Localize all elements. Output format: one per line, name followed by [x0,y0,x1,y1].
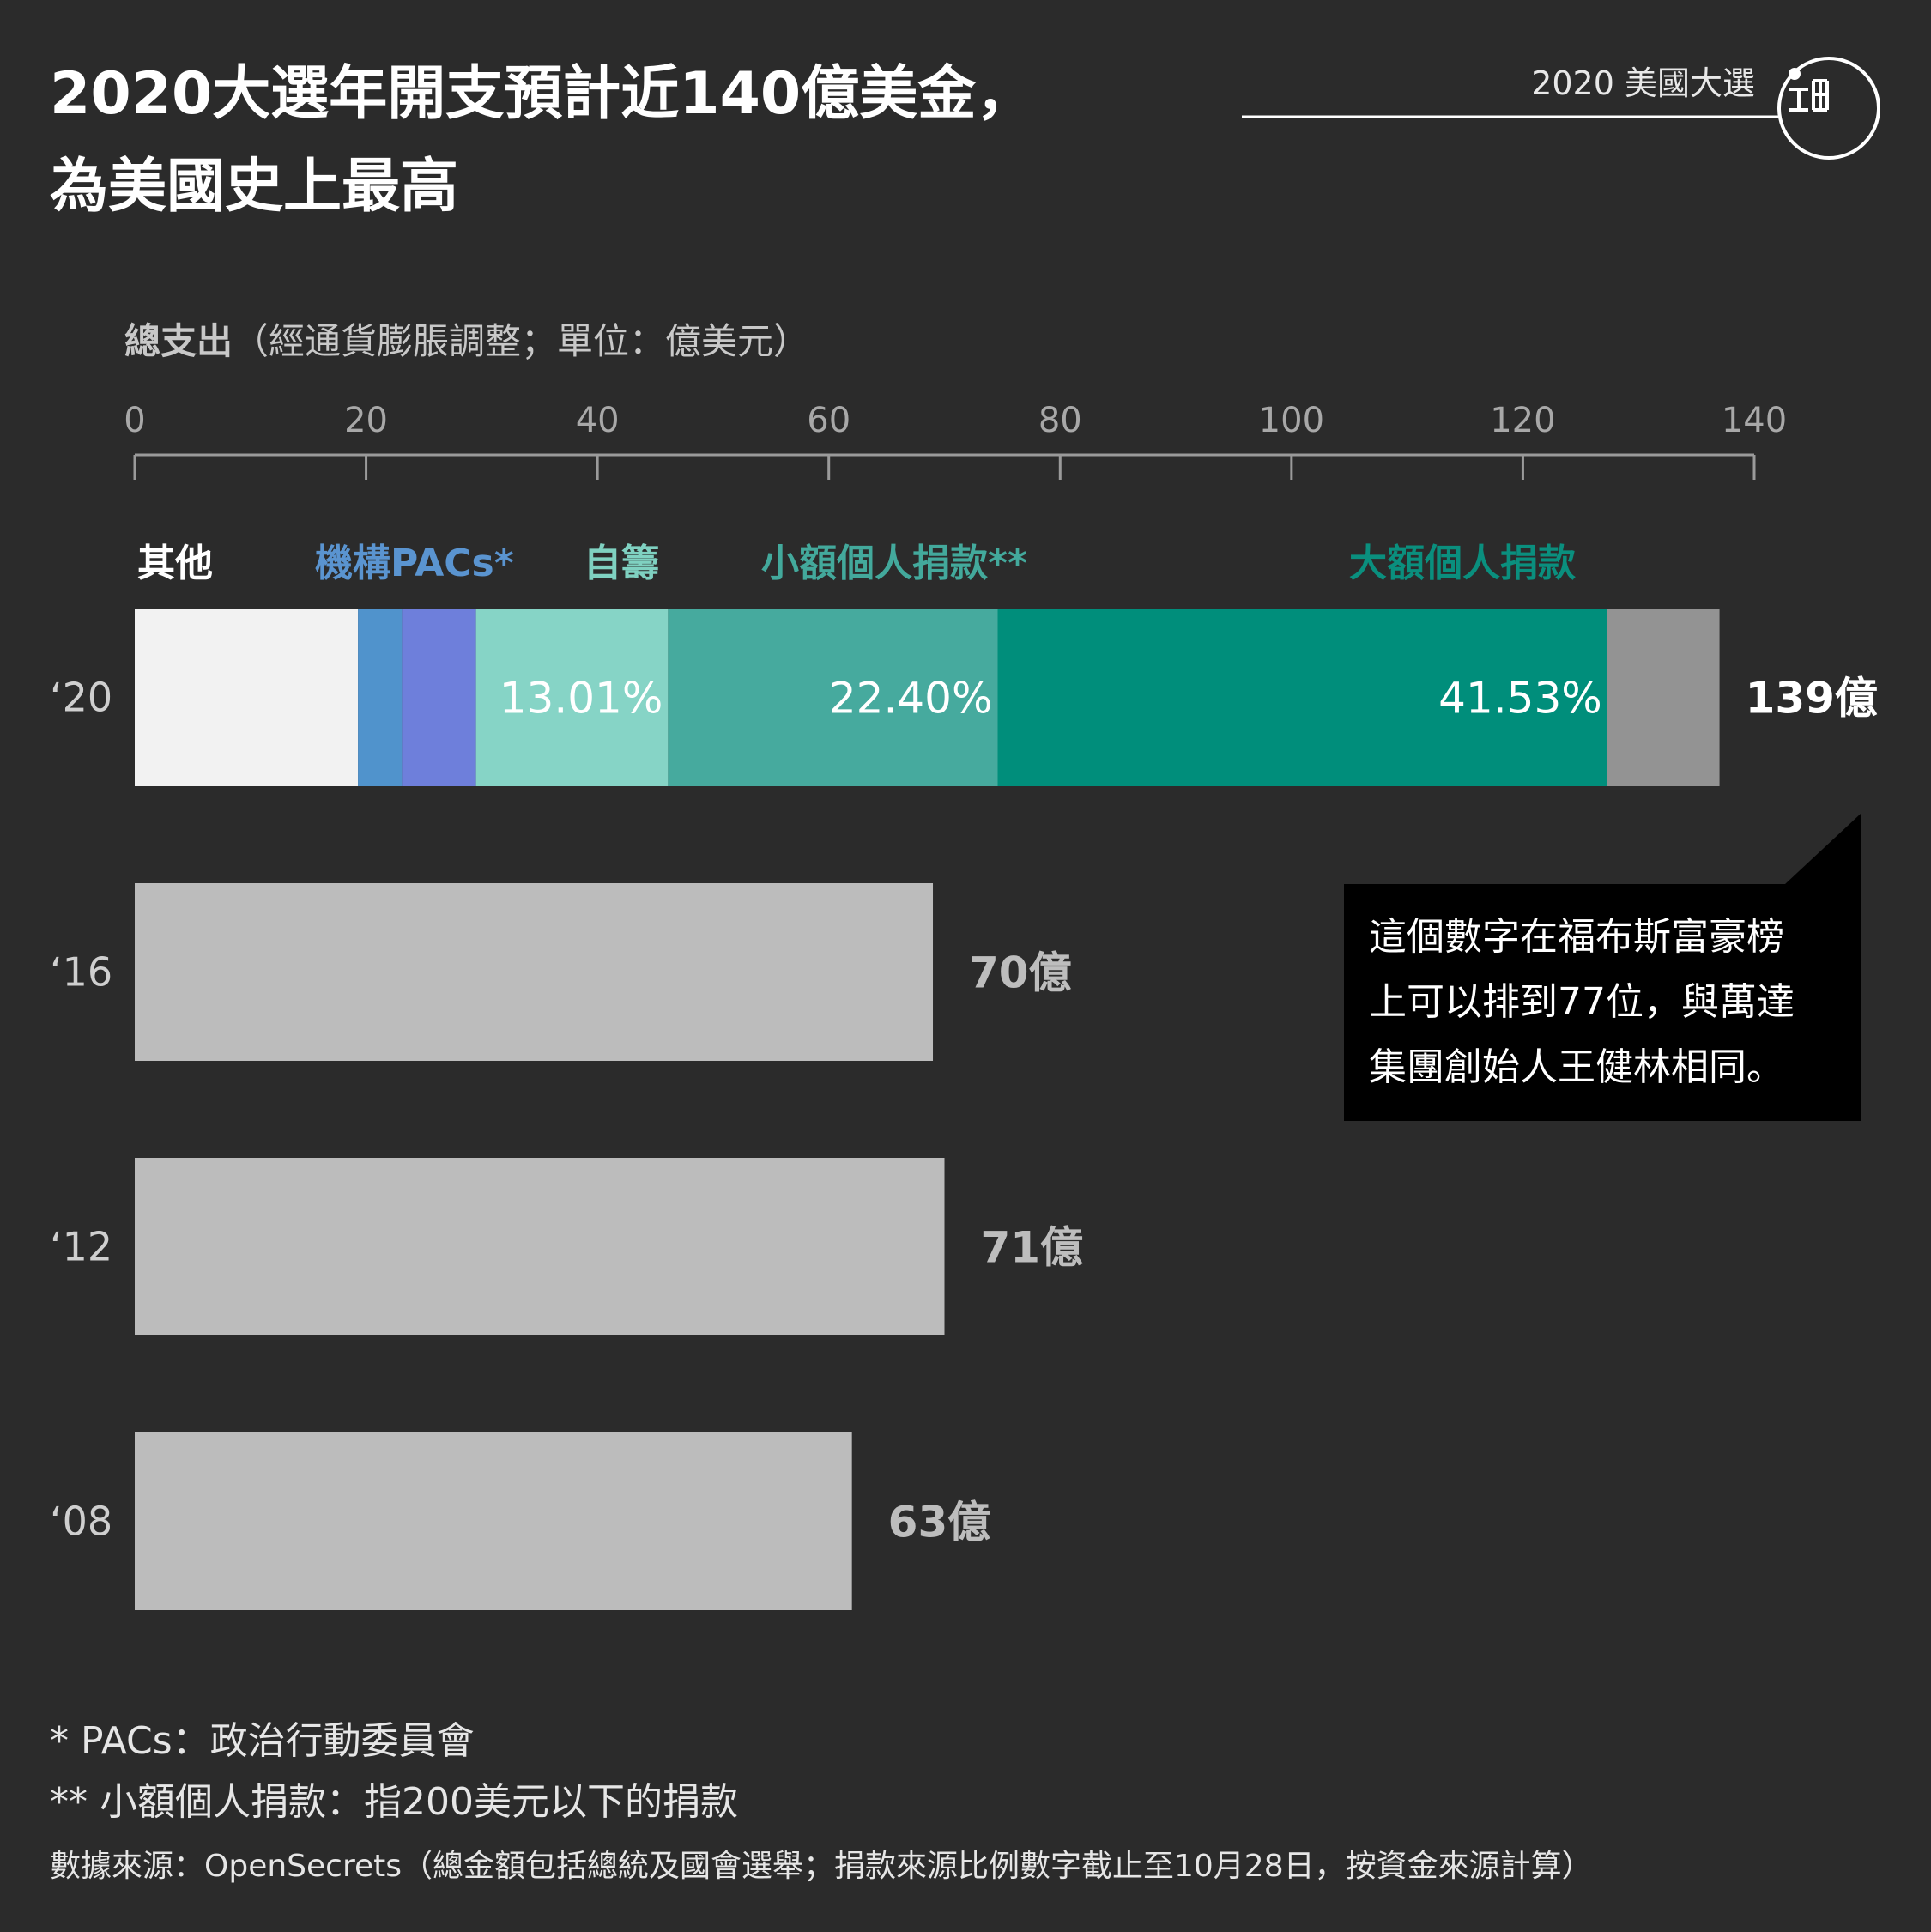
segment-legend-4: 小額個人捐款** [761,542,1027,585]
segment-legend-3: 自籌 [584,542,659,585]
source-note: 數據來源：OpenSecrets（總金額包括總統及國會選舉；捐款來源比例數字截止… [50,1849,1593,1884]
total-label-1: 70億 [969,948,1072,998]
bar-2020-pct-5: 41.53% [1438,674,1602,724]
bar-2020-segment-1 [358,609,403,786]
segment-legend-5: 大額個人捐款 [1349,542,1576,585]
bar-2020-segment-3 [475,609,669,786]
annotation-line-2: 上可以排到77位，與萬達 [1369,980,1795,1024]
annotation-box [1344,814,1861,1121]
bar-1 [135,883,934,1061]
segment-legend-0: 其他 [137,542,213,585]
x-tick-label-120: 120 [1490,401,1555,440]
bar-2020-segment-4 [668,609,998,786]
footnote-small-donations: ** 小額個人捐款：指200美元以下的捐款 [50,1780,738,1824]
title-line-2: 為美國史上最高 [50,153,458,221]
footnotes: * PACs：政治行動委員會 ** 小額個人捐款：指200美元以下的捐款 數據來… [50,1719,1593,1884]
initium-logo-icon [1777,57,1880,160]
x-tick-label-100: 100 [1259,401,1324,440]
year-label-3: ‘08 [50,1499,112,1545]
title-line-1: 2020大選年開支預計近140億美金， [50,60,1034,128]
bar-2020-pct-3: 13.01% [499,674,663,724]
x-tick-label-0: 0 [124,401,145,440]
x-axis: 0 20 40 60 80 100 120 140 [124,401,1787,480]
year-label-2: ‘12 [50,1224,112,1270]
annotation-line-1: 這個數字在福布斯富豪榜 [1369,915,1784,959]
bar-2020-pct-4: 22.40% [829,674,993,724]
bar-2020-segment-6 [1607,609,1720,786]
header: 2020大選年開支預計近140億美金， 為美國史上最高 2020 美國大選 [50,57,1880,221]
segment-legend-1: 機構PACs* [315,542,514,585]
footnote-pacs: * PACs：政治行動委員會 [50,1719,475,1763]
segment-labels: 其他 機構PACs* 自籌 小額個人捐款** 大額個人捐款 [137,542,1576,585]
bar-3 [135,1432,852,1610]
bar-2020-segment-0 [135,609,359,786]
bar-2020-segment-2 [402,609,476,786]
annotation-line-3: 集團創始人王健林相同。 [1369,1045,1784,1089]
axis-title: 總支出（經通貨膨脹調整；單位：億美元） [124,320,809,362]
annotation-callout: 這個數字在福布斯富豪榜 上可以排到77位，與萬達 集團創始人王健林相同。 [1344,814,1861,1121]
total-label-0: 139億 [1746,674,1878,724]
section-label: 2020 美國大選 [1531,64,1755,102]
year-label-0: ‘20 [50,675,112,721]
x-tick-label-20: 20 [344,401,388,440]
bar-2020-segment-5 [997,609,1607,786]
year-label-1: ‘16 [50,949,112,996]
x-tick-label-80: 80 [1038,401,1082,440]
axis-title-rest: （經通貨膨脹調整；單位：億美元） [233,320,809,362]
x-tick-label-60: 60 [807,401,850,440]
x-tick-label-40: 40 [576,401,620,440]
bar-2 [135,1158,945,1335]
total-label-2: 71億 [981,1223,1084,1273]
total-label-3: 63億 [888,1498,991,1547]
x-tick-label-140: 140 [1722,401,1787,440]
axis-title-bold: 總支出 [124,320,233,362]
bars: ‘20 13.01% 22.40% 41.53% 139億 ‘16 70億 ‘12 71億 ‘08… [50,609,1878,1610]
